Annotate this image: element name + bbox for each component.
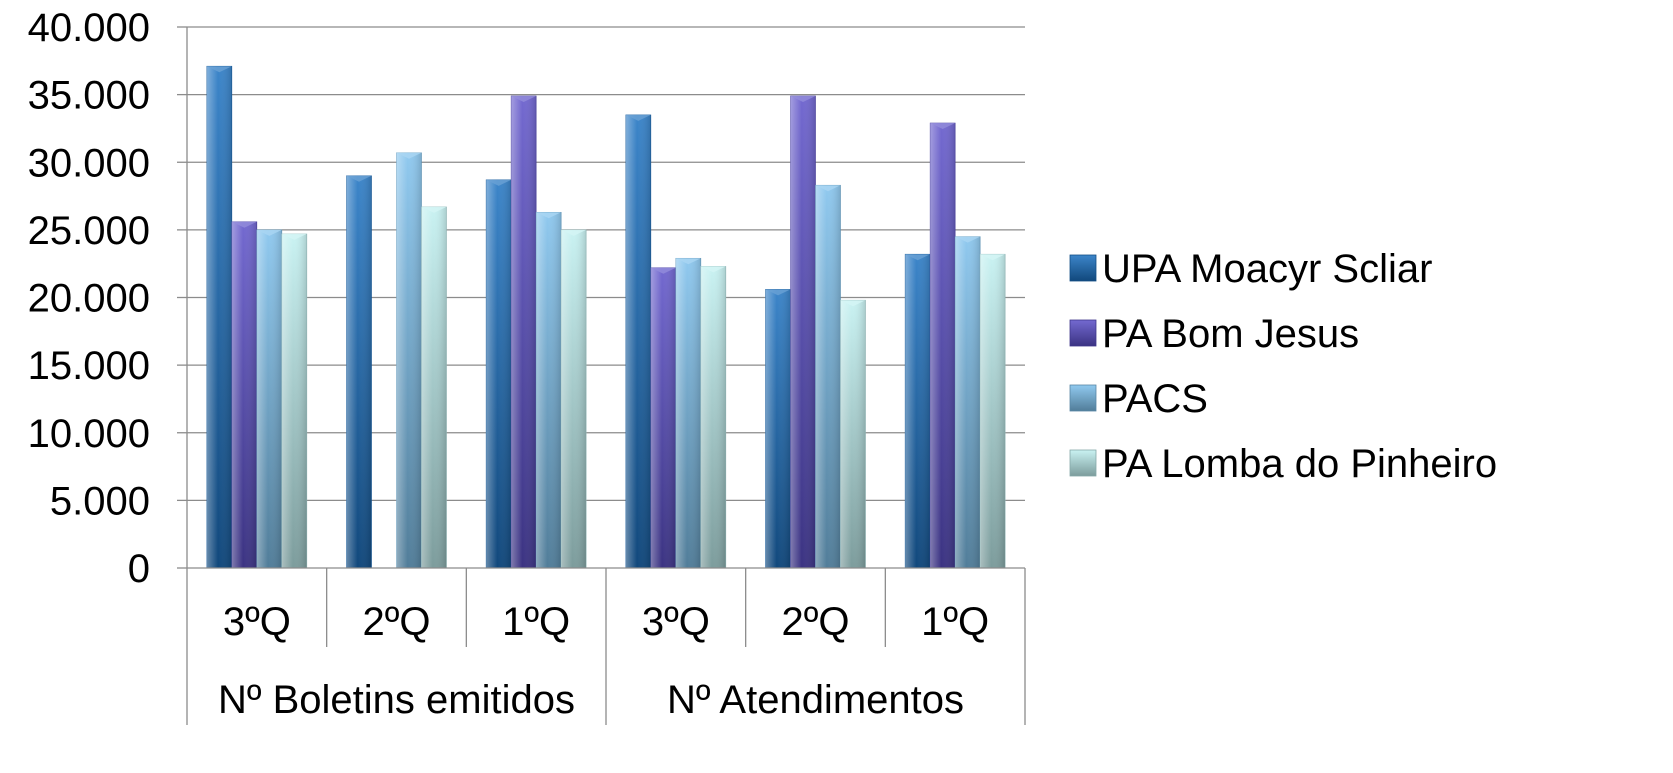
legend-label: PA Lomba do Pinheiro xyxy=(1102,442,1497,486)
bar-cap xyxy=(905,254,931,261)
bar-highlight xyxy=(700,266,726,568)
legend-label: PA Bom Jesus xyxy=(1102,312,1359,356)
bar-highlight xyxy=(486,179,512,568)
bar-cap xyxy=(955,236,981,243)
y-tick-label: 0 xyxy=(128,547,150,591)
legend: UPA Moacyr Scliar PA Bom Jesus PACS PA Lomb… xyxy=(1069,247,1497,486)
bar-highlight xyxy=(815,185,841,568)
bar-cap xyxy=(840,300,866,307)
bar-cap xyxy=(561,229,587,236)
bar-highlight xyxy=(396,152,422,568)
bar-cap xyxy=(486,179,512,186)
bar-cap xyxy=(980,254,1006,261)
x-tick-label: 3ºQ xyxy=(642,600,710,644)
y-tick-label: 15.000 xyxy=(28,344,150,388)
legend-swatch xyxy=(1069,449,1097,477)
y-tick-label: 35.000 xyxy=(28,74,150,118)
bar-highlight xyxy=(955,236,981,568)
bar-highlight xyxy=(421,206,447,568)
bar-cap xyxy=(700,266,726,273)
bar-cap xyxy=(790,95,816,102)
x-tick-label: 2ºQ xyxy=(782,600,850,644)
bar-highlight xyxy=(650,267,676,568)
x-group-label: Nº Atendimentos xyxy=(667,678,964,722)
bar-highlight xyxy=(511,95,537,568)
y-tick-label: 25.000 xyxy=(28,209,150,253)
bar-highlight xyxy=(256,229,282,568)
bar-highlight xyxy=(346,175,372,568)
x-group-label: Nº Boletins emitidos xyxy=(218,678,575,722)
bar-cap xyxy=(625,114,651,121)
bar-cap xyxy=(675,258,701,265)
y-tick-label: 40.000 xyxy=(28,6,150,50)
axes: 0 5.000 10.000 15.000 20.000 25.000 30.000 35.0… xyxy=(28,6,1026,725)
x-tick-label: 2ºQ xyxy=(363,600,431,644)
x-tick-label: 1ºQ xyxy=(502,600,570,644)
bar-cap xyxy=(346,175,372,182)
bar-highlight xyxy=(980,254,1006,568)
bar-highlight xyxy=(231,221,257,568)
bar-highlight xyxy=(930,123,956,568)
legend-swatch xyxy=(1069,384,1097,412)
bar-cap xyxy=(421,206,447,213)
bar-cap xyxy=(396,152,422,159)
bar-cap xyxy=(536,212,562,219)
gridlines xyxy=(187,26,1025,502)
bar-highlight xyxy=(561,229,587,568)
bar-cap xyxy=(930,123,956,130)
y-tick-label: 30.000 xyxy=(28,141,150,185)
y-tick-label: 10.000 xyxy=(28,412,150,456)
bar-highlight xyxy=(790,95,816,568)
bar-highlight xyxy=(675,258,701,568)
bar-cap xyxy=(206,66,232,73)
bar-cap xyxy=(256,229,282,236)
bar-cap xyxy=(650,267,676,274)
bar-highlight xyxy=(281,233,307,568)
legend-swatch xyxy=(1069,319,1097,347)
x-tick-label: 1ºQ xyxy=(921,600,989,644)
bar-cap xyxy=(281,233,307,240)
legend-label: PACS xyxy=(1102,377,1208,421)
bars xyxy=(206,65,1006,569)
bar-cap xyxy=(231,221,257,228)
bar-cap xyxy=(511,95,537,102)
bar-highlight xyxy=(765,289,791,568)
bar-highlight xyxy=(905,254,931,568)
x-tick-label: 3ºQ xyxy=(223,600,291,644)
bar-cap xyxy=(765,289,791,296)
legend-swatch xyxy=(1069,254,1097,282)
y-tick-label: 20.000 xyxy=(28,277,150,321)
bar-highlight xyxy=(206,66,232,568)
bar-cap xyxy=(815,185,841,192)
legend-label: UPA Moacyr Scliar xyxy=(1102,247,1432,291)
bar-highlight xyxy=(625,114,651,568)
bar-highlight xyxy=(840,300,866,568)
y-tick-label: 5.000 xyxy=(50,479,150,523)
bar-highlight xyxy=(536,212,562,569)
